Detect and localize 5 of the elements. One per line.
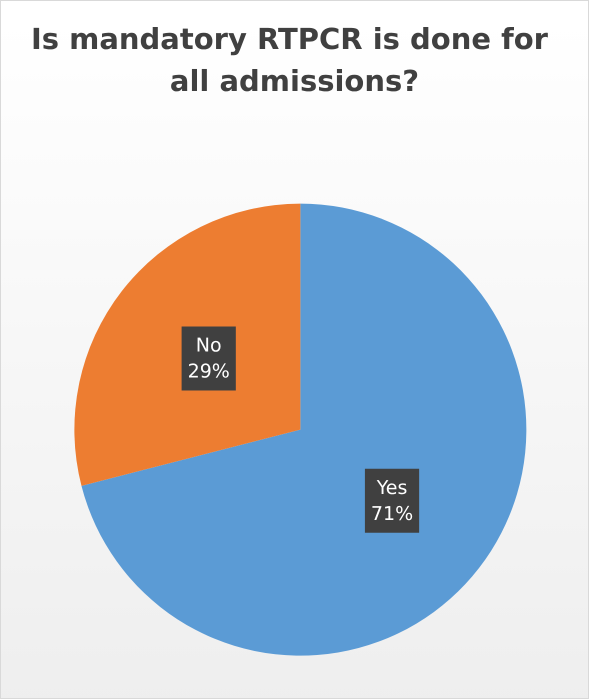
data-label: 71% <box>370 502 414 525</box>
data-label: 29% <box>188 360 230 383</box>
slice-label: Yes <box>376 476 408 499</box>
chart-title: Is mandatory RTPCR is done for all admissions? <box>30 22 558 98</box>
slice-label: No <box>196 334 222 357</box>
